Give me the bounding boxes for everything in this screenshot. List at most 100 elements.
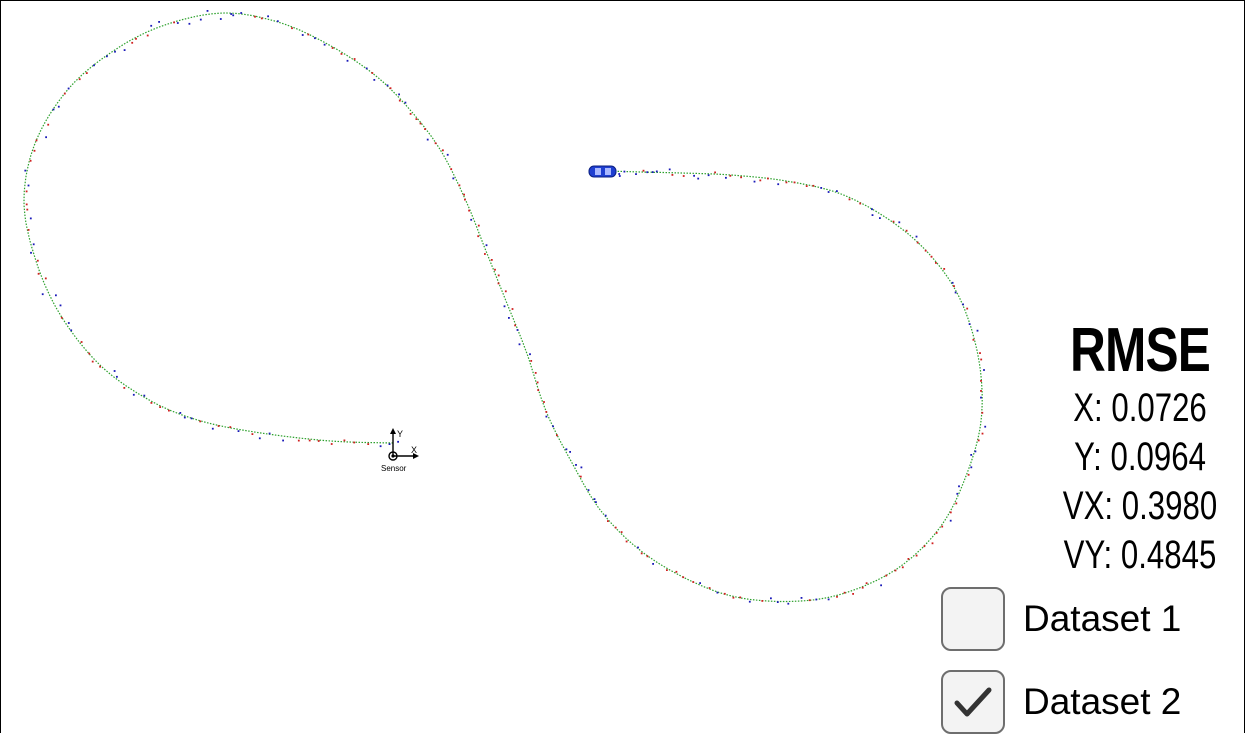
- radar-marker: [697, 177, 700, 180]
- lidar-marker: [398, 99, 401, 102]
- lidar-marker: [91, 360, 94, 363]
- lidar-marker: [468, 209, 470, 212]
- lidar-marker: [785, 181, 788, 184]
- lidar-marker: [25, 190, 28, 193]
- lidar-marker: [924, 249, 927, 252]
- lidar-marker: [424, 128, 426, 130]
- lidar-marker: [980, 380, 982, 382]
- lidar-marker: [666, 569, 668, 571]
- radar-marker: [575, 464, 577, 466]
- radar-marker: [974, 450, 977, 453]
- dataset-1-checkbox[interactable]: [941, 587, 1005, 651]
- radar-marker: [776, 601, 779, 603]
- rmse-y: Y: 0.0964: [1062, 433, 1218, 482]
- lidar-marker: [60, 316, 63, 319]
- radar-marker: [646, 171, 649, 174]
- lidar-marker: [415, 118, 418, 120]
- radar-marker: [470, 218, 473, 221]
- lidar-marker: [308, 439, 311, 442]
- radar-marker: [949, 519, 952, 522]
- lidar-marker: [199, 420, 202, 423]
- radar-marker: [503, 305, 506, 308]
- lidar-marker: [497, 274, 500, 277]
- lidar-marker: [36, 259, 39, 262]
- lidar-marker: [859, 202, 862, 205]
- lidar-marker: [646, 555, 649, 558]
- radar-marker: [268, 432, 271, 435]
- radar-marker: [980, 396, 982, 399]
- lidar-marker: [490, 259, 493, 261]
- radar-marker: [954, 291, 957, 294]
- radar-marker: [707, 174, 710, 177]
- radar-marker: [725, 176, 727, 179]
- radar-marker: [951, 281, 954, 284]
- radar-marker: [29, 217, 32, 220]
- radar-marker: [132, 393, 135, 396]
- lidar-marker: [135, 37, 137, 40]
- radar-marker: [346, 59, 349, 62]
- lidar-marker: [943, 268, 946, 270]
- radar-marker: [565, 448, 568, 451]
- dataset-2-checkbox[interactable]: [941, 670, 1005, 734]
- radar-marker: [41, 293, 44, 296]
- lidar-marker: [708, 587, 711, 589]
- radar-marker: [397, 440, 399, 443]
- radar-marker: [240, 12, 243, 14]
- sensor-y-label: Y: [397, 429, 403, 439]
- lidar-marker: [251, 433, 254, 435]
- lidar-marker: [331, 47, 334, 49]
- radar-marker: [748, 600, 751, 603]
- lidar-marker: [981, 411, 984, 414]
- lidar-marker: [556, 434, 558, 437]
- radar-marker: [777, 183, 780, 186]
- radar-marker: [116, 375, 118, 378]
- lidar-marker: [409, 113, 412, 115]
- lidar-marker: [37, 272, 40, 275]
- radar-marker: [587, 489, 590, 491]
- radar-marker: [618, 175, 621, 177]
- radar-marker: [404, 101, 407, 104]
- dataset-1-toggle[interactable]: Dataset 1: [941, 586, 1241, 652]
- radar-marker: [956, 492, 959, 495]
- lidar-marker: [150, 402, 153, 404]
- lidar-marker: [78, 78, 81, 81]
- radar-marker: [984, 425, 987, 428]
- radar-marker: [962, 303, 964, 306]
- radar-marker: [871, 214, 874, 216]
- radar-marker: [57, 105, 60, 108]
- radar-marker: [113, 370, 116, 372]
- radar-marker: [183, 416, 186, 419]
- radar-marker: [143, 394, 146, 397]
- radar-marker: [976, 329, 979, 332]
- rmse-x-value: 0.0726: [1111, 386, 1207, 430]
- rmse-vx: VX: 0.3980: [1062, 482, 1218, 531]
- radar-marker: [59, 304, 62, 307]
- lidar-marker: [297, 439, 300, 442]
- radar-marker: [508, 317, 510, 319]
- lidar-marker: [88, 352, 91, 355]
- lidar-marker: [923, 545, 926, 548]
- radar-marker: [150, 24, 153, 27]
- lidar-marker: [966, 307, 969, 310]
- rmse-vy-label: VY:: [1063, 533, 1113, 577]
- radar-marker: [580, 466, 583, 469]
- lidar-marker: [229, 426, 232, 428]
- radar-marker: [106, 55, 108, 58]
- dataset-2-toggle[interactable]: Dataset 2: [941, 669, 1241, 735]
- lidar-marker: [843, 591, 846, 594]
- radar-marker: [32, 243, 35, 246]
- lidar-marker: [980, 358, 983, 361]
- lidar-marker: [930, 255, 933, 258]
- radar-marker: [314, 37, 316, 40]
- lidar-marker: [545, 411, 548, 413]
- radar-marker: [373, 79, 376, 81]
- radar-marker: [485, 244, 488, 247]
- sensor-x-label: X: [411, 445, 417, 455]
- lidar-marker: [935, 532, 938, 534]
- radar-marker: [693, 174, 695, 177]
- radar-marker: [27, 184, 30, 187]
- rmse-y-label: Y:: [1074, 435, 1102, 479]
- lidar-marker: [29, 159, 32, 162]
- radar-marker: [219, 18, 222, 20]
